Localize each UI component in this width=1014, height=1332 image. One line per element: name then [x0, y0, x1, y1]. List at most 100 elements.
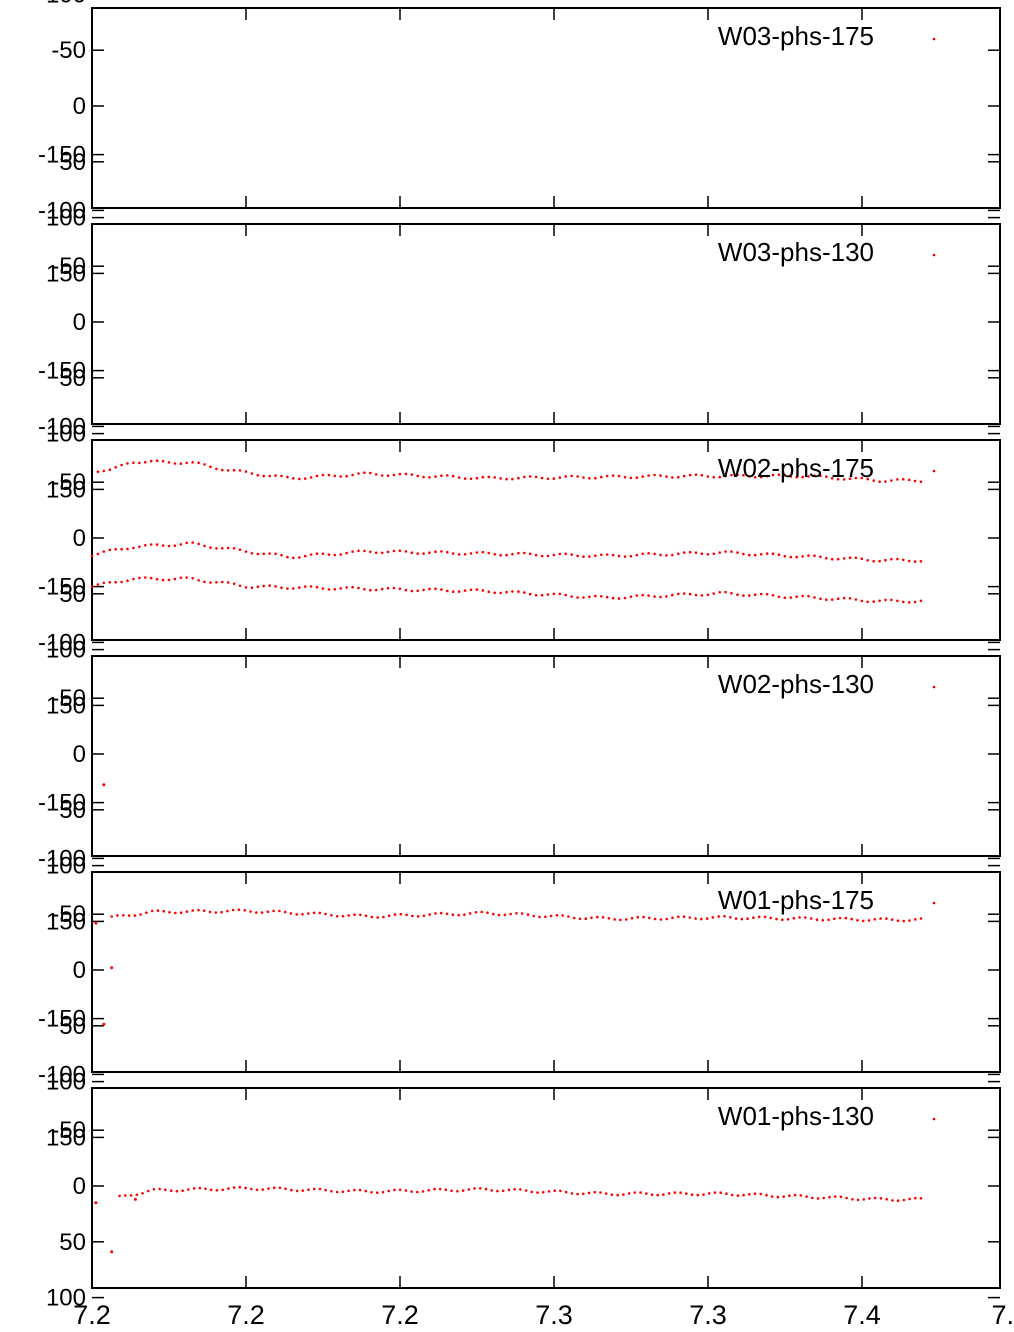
data-point: [712, 592, 716, 595]
data-point: [753, 593, 757, 596]
x-tick-label: 7.2: [227, 1300, 265, 1330]
data-point: [838, 916, 842, 920]
data-point: [540, 554, 544, 558]
data-point: [788, 1194, 791, 1197]
y-tick-label: 0: [73, 741, 86, 768]
data-point: [374, 473, 378, 476]
data-point: [321, 552, 325, 556]
data-point: [187, 1188, 190, 1191]
data-point: [312, 911, 316, 915]
data-point: [623, 596, 627, 600]
data-point: [558, 592, 562, 596]
data-point: [511, 590, 514, 593]
data-point: [671, 593, 674, 597]
data-point: [759, 553, 763, 556]
data-point: [410, 589, 414, 593]
data-point: [913, 479, 917, 483]
data-point: [667, 1192, 671, 1195]
data-point: [819, 555, 822, 559]
data-point: [842, 557, 846, 560]
legend-label: W02-phs-130: [718, 669, 874, 699]
legend-marker: [932, 685, 936, 689]
data-point: [268, 552, 272, 555]
data-point: [96, 470, 100, 474]
data-point: [907, 601, 911, 604]
data-point: [238, 1185, 242, 1189]
data-point: [463, 589, 467, 592]
data-point: [613, 918, 616, 921]
panel-6: -150 -100 -50 0 50 100 150 W01-phs-130: [38, 1006, 1001, 1312]
panel-1: -150 -100 -50 0 50 100 150 W03-phs-175: [38, 0, 1001, 287]
data-point: [712, 476, 716, 479]
data-point: [440, 550, 443, 553]
data-point: [505, 477, 508, 481]
data-point: [872, 600, 875, 603]
data-point: [648, 916, 651, 920]
data-point: [629, 595, 633, 598]
data-point: [677, 592, 680, 596]
data-point: [740, 917, 744, 921]
data-point: [742, 1193, 745, 1197]
data-point: [161, 459, 165, 463]
data-point: [505, 553, 508, 557]
data-point: [513, 1187, 516, 1191]
y-tick-label: 150: [46, 260, 86, 287]
data-point-outlier: [94, 1201, 98, 1205]
data-point: [647, 552, 650, 555]
y-tick-label: 50: [59, 581, 86, 608]
data-point: [706, 593, 710, 597]
data-point: [399, 912, 403, 916]
data-point: [226, 581, 230, 584]
data-point: [386, 586, 390, 590]
data-point: [594, 594, 597, 598]
data-point: [753, 1192, 757, 1195]
data-point: [783, 474, 787, 477]
data-point: [830, 557, 834, 561]
data-point: [688, 592, 692, 596]
data-point: [446, 474, 449, 477]
data-point: [161, 544, 165, 547]
data-point: [662, 1193, 665, 1196]
data-point: [641, 593, 644, 597]
data-point: [315, 474, 319, 478]
data-point: [393, 1188, 396, 1192]
data-point: [416, 1190, 419, 1194]
data-point: [902, 1198, 906, 1202]
data-point: [736, 1194, 740, 1197]
data-point: [301, 1189, 305, 1192]
data-point: [249, 910, 252, 913]
data-point: [416, 474, 420, 478]
data-point: [650, 1193, 654, 1196]
data-point: [813, 596, 816, 599]
data-point: [490, 1189, 494, 1192]
data-point: [848, 597, 852, 600]
data-point: [268, 474, 272, 478]
data-point: [318, 1187, 322, 1191]
data-point: [809, 917, 813, 920]
data-point: [501, 1189, 505, 1193]
data-point: [690, 1193, 694, 1196]
data-point: [335, 915, 339, 918]
data-point: [677, 552, 680, 556]
data-point: [839, 1195, 843, 1199]
data-point: [496, 1189, 499, 1193]
data-point: [605, 553, 609, 556]
panel-frame: [91, 223, 1001, 425]
data-point: [777, 473, 781, 477]
data-point: [392, 473, 396, 477]
data-point: [617, 474, 621, 478]
y-tick-label: -50: [51, 901, 86, 928]
data-point: [635, 476, 639, 480]
data-point: [541, 1191, 545, 1194]
data-point: [807, 594, 810, 598]
data-point: [688, 916, 692, 919]
data-point: [499, 477, 502, 480]
data-point: [221, 547, 224, 550]
data-point: [173, 544, 177, 547]
data-point: [868, 1197, 871, 1200]
data-point: [549, 914, 553, 918]
data-point: [914, 1196, 917, 1200]
data-point: [907, 559, 911, 563]
data-point: [862, 1198, 866, 1201]
